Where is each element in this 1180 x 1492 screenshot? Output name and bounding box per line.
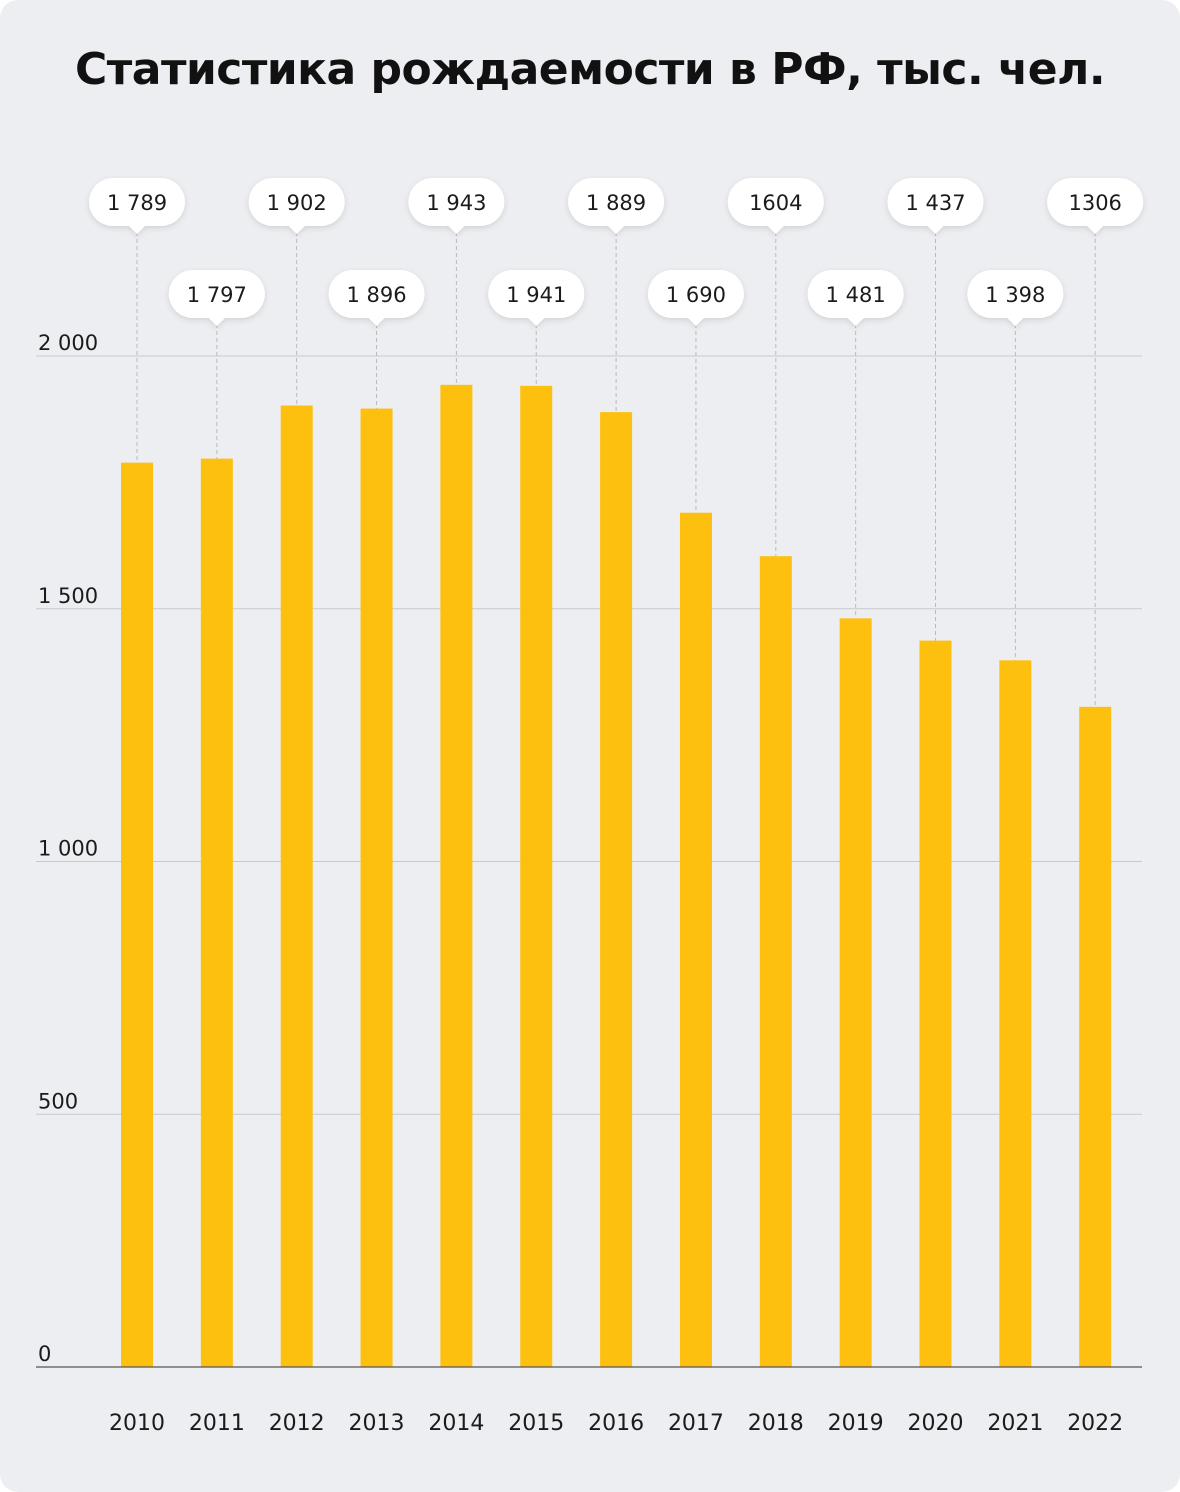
x-tick-label: 2018: [748, 1411, 804, 1436]
axes: 0 500 1 000 1 500 2 000 2010 2011 2012 2013 2014 2…: [36, 331, 1142, 1436]
chart-title: Статистика рождаемости в РФ, тыс. чел.: [74, 44, 1106, 95]
y-tick-label: 1 500: [38, 584, 98, 608]
data-label: 1 889: [586, 191, 646, 215]
data-labels: 1 789 1 797 1 902 1 896 1 943 1 941 1 889 1 690…: [89, 178, 1144, 326]
bar: [520, 385, 553, 1368]
data-label-bubble: [89, 178, 185, 234]
bubble-shape: [168, 270, 265, 326]
data-label: 1 481: [826, 283, 886, 307]
data-label: 1 398: [985, 283, 1045, 307]
data-label-bubble: [408, 178, 505, 234]
bars: [121, 384, 1112, 1368]
bubble-shape: [248, 178, 345, 234]
data-label-bubble: [488, 270, 585, 326]
bar: [280, 405, 313, 1367]
bubble-shape: [967, 270, 1064, 326]
bubble-shape: [89, 178, 185, 234]
x-tick-label: 2014: [428, 1411, 484, 1436]
y-tick-label: 2 000: [38, 331, 98, 355]
data-label-bubble: [168, 270, 265, 326]
x-tick-label: 2022: [1067, 1411, 1123, 1436]
data-label: 1 690: [666, 283, 726, 307]
data-label: 1 789: [107, 191, 167, 215]
x-tick-label: 2017: [668, 1411, 724, 1436]
bar: [440, 384, 473, 1368]
data-label: 1306: [1068, 191, 1121, 215]
x-tick-label: 2010: [109, 1411, 165, 1436]
x-tick-label: 2015: [508, 1411, 564, 1436]
data-label-bubble: [967, 270, 1064, 326]
x-tick-label: 2013: [349, 1411, 405, 1436]
data-label-bubble: [328, 270, 425, 326]
data-label: 1 941: [506, 283, 566, 307]
data-label-bubble: [807, 270, 904, 326]
bubble-shape: [328, 270, 425, 326]
data-label: 1 896: [346, 283, 406, 307]
y-tick-label: 500: [38, 1089, 78, 1113]
data-label-bubble: [887, 178, 984, 234]
x-tick-label: 2011: [189, 1411, 245, 1436]
bar: [360, 408, 393, 1367]
data-label-bubble: [248, 178, 345, 234]
bubble-shape: [727, 178, 824, 234]
bar: [999, 660, 1032, 1367]
data-label-bubble: [1047, 178, 1144, 234]
bubble-shape: [568, 178, 665, 234]
y-tick-label: 0: [38, 1342, 51, 1366]
data-label-bubble: [568, 178, 665, 234]
x-tick-label: 2016: [588, 1411, 644, 1436]
guide-lines: [136, 232, 1096, 707]
bar: [200, 458, 233, 1368]
bar: [759, 556, 792, 1367]
bar: [600, 412, 633, 1368]
y-tick-label: 1 000: [38, 837, 98, 861]
bar: [919, 640, 952, 1367]
bubble-shape: [647, 270, 744, 326]
bar: [121, 462, 153, 1367]
bubble-shape: [1047, 178, 1144, 234]
data-label: 1 797: [187, 283, 247, 307]
x-tick-label: 2021: [987, 1411, 1043, 1436]
bar: [679, 512, 712, 1367]
x-tick-label: 2012: [269, 1411, 325, 1436]
bubble-shape: [408, 178, 505, 234]
data-label: 1 902: [267, 191, 327, 215]
bubble-shape: [488, 270, 585, 326]
data-label-bubble: [647, 270, 744, 326]
data-label: 1 943: [426, 191, 486, 215]
bar: [839, 618, 872, 1367]
data-label-bubble: [727, 178, 824, 234]
x-tick-label: 2019: [828, 1411, 884, 1436]
x-tick-label: 2020: [908, 1411, 964, 1436]
data-label: 1604: [749, 191, 802, 215]
bar: [1079, 706, 1112, 1367]
bubble-shape: [807, 270, 904, 326]
bubble-shape: [887, 178, 984, 234]
data-label: 1 437: [905, 191, 965, 215]
